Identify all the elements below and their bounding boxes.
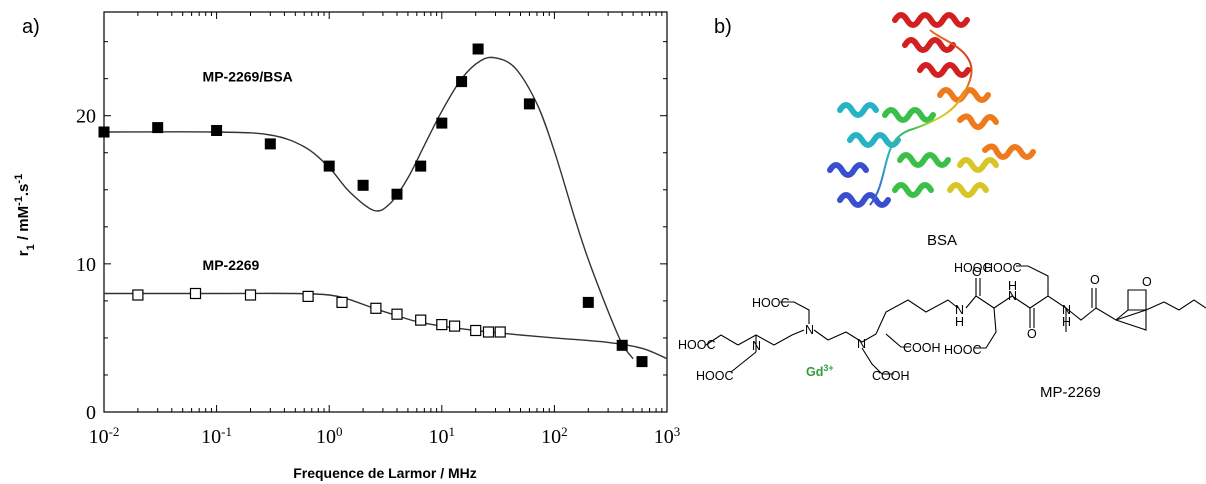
data-point-free [415,314,427,326]
group-label: HOOC [696,369,734,383]
data-point-free [302,290,314,302]
group-label: COOH [872,369,910,383]
data-point-free [189,287,202,300]
atom-h: H [955,315,964,329]
data-point-free [494,326,506,338]
data-point-bsa [456,76,468,88]
data-point-bsa [98,126,110,138]
group-label: HOOC [984,261,1022,275]
data-point-free [391,308,403,320]
group-label: HOOC [678,338,716,352]
data-point-bsa [616,339,628,351]
x-tick-label: 101 [429,424,456,449]
data-point-bsa [636,356,648,368]
gd-ion: Gd3+ [806,363,834,379]
helix-red [892,12,971,78]
helix-green [882,107,951,198]
backbone-coil [869,29,973,206]
fit-curve [104,292,668,360]
y-tick-label: 10 [76,254,96,276]
x-tick-label: 103 [654,424,681,449]
data-point-bsa [264,138,276,150]
data-point-bsa [357,179,369,191]
mp2269-structure: HOOC HOOC HOOC HOOC COOH COOH HOOC HOOC … [678,261,1206,383]
x-tick-label: 10-2 [89,424,120,449]
helix-cyan [837,102,901,148]
bsa-protein-image [827,12,1036,208]
group-label: HOOC [944,343,982,357]
panel-b-label: b) [714,16,732,38]
atom-n: N [752,339,761,353]
data-point-bsa [323,160,335,172]
group-label: COOH [903,341,941,355]
data-point-bsa [391,188,403,200]
atom-n: N [955,303,964,317]
data-point-free [470,324,482,337]
atom-o: O [1142,275,1152,289]
data-point-free [370,302,382,314]
helix-orange [937,87,1036,160]
bonds [705,265,1206,375]
atom-n: N [857,337,866,351]
y-axis-label: r1 / mM-1.s-1 [13,174,37,256]
data-point-bsa [415,160,427,172]
helix-yellow [947,157,999,198]
data-point-bsa [211,125,223,136]
data-point-free [436,319,448,331]
panel-a-label: a) [22,16,40,38]
atom-o: O [1090,273,1100,287]
x-tick-label: 10-1 [201,424,232,449]
atom-o: O [972,265,982,279]
x-tick-label: 100 [316,424,343,449]
group-label: HOOC [954,261,992,275]
data-point-bsa [523,98,535,110]
fit-curve [103,56,634,360]
x-tick-label: 102 [541,424,568,449]
atom-n: N [805,323,814,337]
atom-o: O [1027,327,1037,341]
bsa-caption: BSA [927,232,958,249]
relaxivity-chart: 10-2 10-1 100 101 102 103 0 10 20 MP-2269/BSA MP-… [13,11,681,481]
atom-h: H [1062,315,1071,329]
series-label: MP-2269 [203,257,260,273]
series-label: MP-2269/BSA [203,69,293,85]
atom-labels: HOOC HOOC HOOC HOOC COOH COOH HOOC HOOC … [678,261,1152,383]
x-axis-label: Frequence de Larmor / MHz [293,465,477,481]
data-point-free [449,320,461,332]
y-tick-label: 20 [76,106,96,128]
data-point-bsa [152,122,164,134]
atom-n: N [1008,289,1017,303]
data-point-bsa [472,43,484,55]
data-point-bsa [436,117,448,129]
y-tick-label: 0 [86,402,96,424]
group-label: HOOC [752,296,790,310]
data-point-free [482,326,495,338]
helix-blue [827,162,891,208]
atom-h: H [1008,279,1017,293]
data-point-free [336,296,348,308]
atom-n: N [1062,303,1071,317]
data-point-bsa [582,296,594,308]
plot-frame [103,11,668,413]
mp2269-caption: MP-2269 [1040,384,1101,401]
data-point-free [132,289,144,301]
data-point-free [244,289,257,301]
